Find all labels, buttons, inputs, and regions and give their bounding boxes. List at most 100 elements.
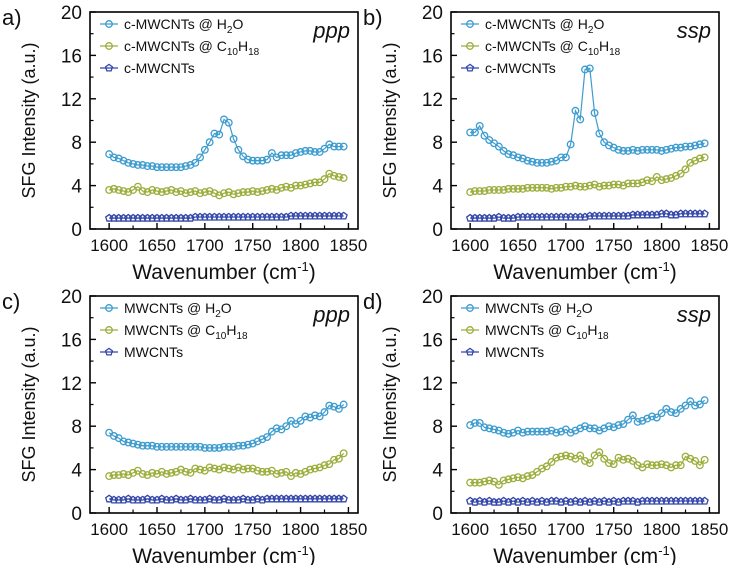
- data-point: [138, 161, 147, 169]
- data-point: [334, 142, 343, 151]
- data-point: [509, 428, 518, 437]
- x-tick-label: 1650: [499, 236, 537, 255]
- data-point: [604, 181, 613, 190]
- data-point: [243, 188, 252, 197]
- y-tick-label: 4: [71, 461, 82, 482]
- data-point: [234, 189, 243, 198]
- y-tick-label: 12: [422, 90, 443, 111]
- y-tick-label: 16: [61, 46, 82, 67]
- data-point: [229, 465, 238, 474]
- data-point: [590, 108, 599, 117]
- data-point: [547, 157, 556, 166]
- data-point: [229, 442, 238, 451]
- data-point: [129, 439, 138, 448]
- x-tick-label: 1650: [138, 520, 176, 539]
- data-point: [210, 189, 219, 198]
- data-point: [662, 145, 671, 154]
- x-tick-label: 1700: [186, 236, 224, 255]
- y-tick-label: 20: [61, 287, 82, 308]
- data-point: [628, 411, 637, 420]
- data-point: [138, 187, 147, 195]
- data-point: [191, 187, 200, 195]
- data-point: [124, 158, 133, 167]
- data-point: [667, 463, 676, 472]
- data-point: [547, 184, 556, 193]
- data-point: [561, 182, 570, 191]
- data-point: [196, 189, 205, 198]
- data-point: [466, 421, 475, 430]
- data-point: [296, 469, 305, 478]
- data-point: [153, 163, 161, 172]
- data-point: [547, 458, 556, 466]
- data-point: [638, 416, 647, 425]
- data-point: [167, 185, 176, 194]
- data-point: [695, 400, 704, 409]
- series-line: [470, 67, 705, 164]
- x-tick-label: 1850: [691, 520, 729, 539]
- data-point: [210, 464, 219, 473]
- data-point: [263, 155, 272, 164]
- y-tick-label: 0: [432, 220, 443, 241]
- data-point: [571, 181, 580, 190]
- data-point: [339, 400, 348, 409]
- data-point: [291, 149, 300, 157]
- data-point: [310, 411, 319, 420]
- data-point: [282, 467, 291, 476]
- data-point: [571, 106, 580, 115]
- data-point: [325, 140, 334, 149]
- legend-label: c-MWCNTs: [485, 60, 556, 76]
- data-point: [595, 497, 604, 506]
- data-point: [581, 456, 589, 465]
- data-point: [604, 141, 613, 150]
- data-point: [624, 415, 633, 424]
- data-point: [267, 149, 276, 157]
- series-line: [470, 451, 706, 486]
- data-point: [220, 442, 228, 451]
- series-2: [466, 153, 709, 197]
- data-point: [624, 179, 633, 188]
- data-point: [258, 467, 267, 476]
- legend-label: c-MWCNTs @ C10H18: [124, 38, 260, 58]
- data-point: [248, 464, 257, 473]
- y-tick-label: 8: [432, 133, 443, 154]
- data-point: [301, 180, 310, 189]
- data-point: [470, 128, 479, 137]
- data-point: [215, 465, 224, 474]
- legend-entry: c-MWCNTs @ C10H18: [100, 38, 260, 58]
- data-point: [528, 427, 537, 436]
- data-point: [681, 142, 690, 151]
- data-point: [700, 153, 709, 162]
- data-point: [277, 151, 286, 160]
- data-point: [339, 494, 348, 503]
- data-point: [523, 156, 532, 165]
- data-point: [628, 179, 637, 188]
- data-point: [504, 184, 513, 193]
- data-point: [619, 181, 628, 190]
- data-point: [167, 468, 176, 477]
- data-point: [671, 409, 680, 418]
- legend-marker: [465, 347, 475, 356]
- legend-marker: [466, 304, 474, 312]
- y-tick-label: 12: [61, 90, 82, 111]
- data-point: [480, 131, 489, 140]
- data-point: [205, 463, 214, 472]
- data-point: [248, 439, 257, 448]
- data-point: [181, 495, 190, 504]
- data-point: [186, 442, 195, 451]
- data-point: [542, 497, 551, 506]
- x-tick-label: 1700: [186, 520, 224, 539]
- data-point: [325, 401, 334, 410]
- data-point: [652, 210, 661, 219]
- data-point: [552, 428, 561, 437]
- data-point: [518, 474, 527, 483]
- data-point: [533, 158, 542, 167]
- data-point: [494, 497, 504, 506]
- data-point: [700, 496, 709, 505]
- data-point: [220, 189, 228, 198]
- legend-marker: [105, 304, 113, 312]
- data-point: [676, 143, 685, 152]
- data-point: [330, 455, 339, 464]
- data-point: [229, 190, 238, 199]
- data-point: [253, 188, 262, 197]
- data-point: [490, 185, 499, 194]
